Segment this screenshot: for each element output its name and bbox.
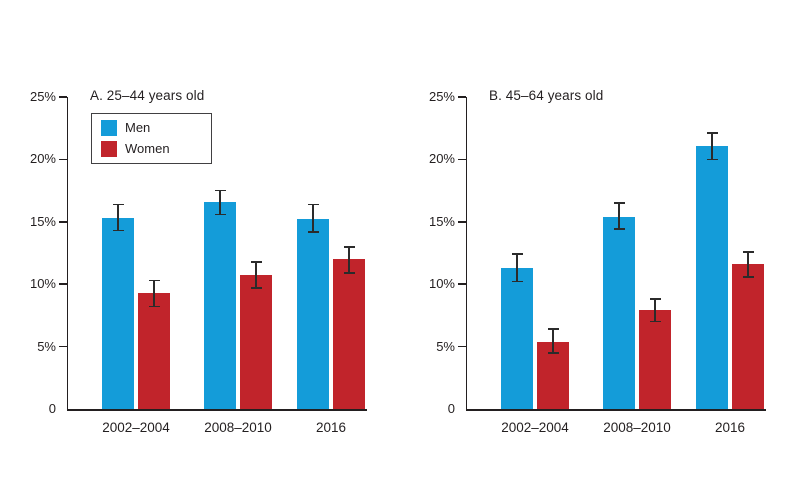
- error-bar-cap-top: [343, 245, 355, 248]
- y-tick-label: 15%: [29, 213, 56, 229]
- error-bar-cap-bottom: [112, 229, 124, 232]
- error-bar-cap-top: [547, 328, 559, 330]
- error-bar-cap-bottom: [649, 320, 661, 323]
- y-tick-label: 5%: [37, 338, 56, 354]
- y-tick-label: 10%: [428, 276, 455, 292]
- error-bar-cap-bottom: [511, 280, 523, 283]
- y-tick-label: 10%: [29, 276, 56, 292]
- panel-a-25-44: A. 25–44 years old Men Women 0 5% 10% 15% 20…: [30, 88, 368, 435]
- y-tick-label: 25%: [428, 89, 455, 104]
- legend-label-women: Women: [125, 141, 170, 156]
- x-category-label: 2002–2004: [501, 420, 569, 435]
- legend-item-women: Women: [101, 141, 201, 157]
- error-bar-cap-bottom: [613, 228, 625, 231]
- y-tick-label: 15%: [428, 213, 455, 229]
- error-bar-cap-bottom: [547, 352, 559, 354]
- error-bar-line: [516, 254, 518, 282]
- error-bar-line: [219, 190, 221, 215]
- error-bar-cap-bottom: [307, 230, 319, 233]
- y-axis-tick: [457, 345, 466, 348]
- bar-men-2008-2010: [603, 216, 635, 409]
- legend-label-men: Men: [125, 120, 151, 135]
- y-axis-tick: [58, 283, 67, 285]
- error-bar-cap-top: [214, 189, 226, 192]
- y-axis-tick: [58, 221, 67, 223]
- error-bar-cap-top: [307, 203, 319, 206]
- panel-b-45-64: B. 45–64 years old 0 5% 10% 15% 20% 25% 2002–2…: [429, 88, 767, 435]
- x-category-label: 2008–2010: [603, 420, 671, 435]
- bar-women-2008-2010: [639, 310, 671, 409]
- error-bar-cap-top: [148, 279, 160, 282]
- y-tick-label: 0: [48, 401, 56, 416]
- error-bar-line: [618, 203, 620, 230]
- error-bar-line: [552, 329, 554, 353]
- error-bar-cap-bottom: [343, 272, 355, 274]
- error-bar-line: [654, 299, 656, 322]
- error-bar-cap-top: [613, 202, 625, 204]
- legend-item-men: Men: [101, 120, 201, 136]
- bar-women-2008-2010: [240, 275, 272, 409]
- x-category-label: 2016: [315, 420, 347, 435]
- error-bar-cap-top: [706, 132, 718, 134]
- error-bar-line: [312, 204, 314, 232]
- error-bar-line: [255, 261, 257, 288]
- y-tick-label: 25%: [29, 89, 56, 104]
- y-axis-tick: [58, 158, 67, 161]
- bar-men-2002-2004: [501, 267, 533, 409]
- y-axis-tick: [457, 283, 466, 285]
- error-bar-line: [117, 204, 119, 231]
- error-bar-cap-bottom: [214, 213, 226, 216]
- error-bar-line: [711, 133, 713, 160]
- error-bar-cap-top: [649, 298, 661, 300]
- x-category-label: 2016: [714, 420, 746, 435]
- x-category-label: 2002–2004: [102, 420, 170, 435]
- plot-area-a: 0 5% 10% 15% 20% 25% 2002–2004 2008–2010 2016: [30, 89, 367, 435]
- error-bar-cap-bottom: [706, 158, 718, 161]
- y-axis-tick: [58, 345, 67, 348]
- y-tick-label: 20%: [428, 151, 455, 167]
- error-bar-cap-top: [112, 203, 124, 206]
- error-bar-cap-top: [742, 250, 754, 253]
- y-axis-tick: [58, 96, 67, 98]
- y-axis-tick: [457, 96, 466, 98]
- error-bar-cap-bottom: [742, 275, 754, 278]
- error-bar-cap-top: [250, 260, 262, 263]
- y-axis-tick: [457, 158, 466, 161]
- bar-women-2002-2004: [138, 292, 170, 409]
- bar-men-2016: [297, 219, 329, 409]
- error-bar-cap-bottom: [250, 287, 262, 289]
- x-category-label: 2008–2010: [204, 420, 272, 435]
- y-tick-label: 0: [447, 401, 455, 416]
- y-tick-label: 5%: [436, 338, 455, 354]
- plot-area-b: 0 5% 10% 15% 20% 25% 2002–2004 2008–2010 2016: [429, 89, 766, 435]
- women-color-swatch: [101, 141, 117, 157]
- y-tick-label: 20%: [29, 151, 56, 167]
- bar-women-2016: [732, 264, 764, 409]
- bar-men-2008-2010: [204, 201, 236, 409]
- error-bar-cap-bottom: [148, 305, 160, 308]
- men-color-swatch: [101, 120, 117, 136]
- error-bar-cap-top: [511, 253, 523, 256]
- panel-b-title: B. 45–64 years old: [489, 88, 604, 103]
- y-axis-tick: [457, 221, 466, 223]
- bar-men-2002-2004: [102, 218, 134, 409]
- error-bar-line: [747, 251, 749, 277]
- panel-a-title: A. 25–44 years old: [90, 88, 205, 103]
- legend: Men Women: [91, 113, 212, 164]
- bar-men-2016: [696, 145, 728, 409]
- error-bar-line: [153, 280, 155, 307]
- error-bar-line: [348, 246, 350, 273]
- bar-women-2016: [333, 259, 365, 409]
